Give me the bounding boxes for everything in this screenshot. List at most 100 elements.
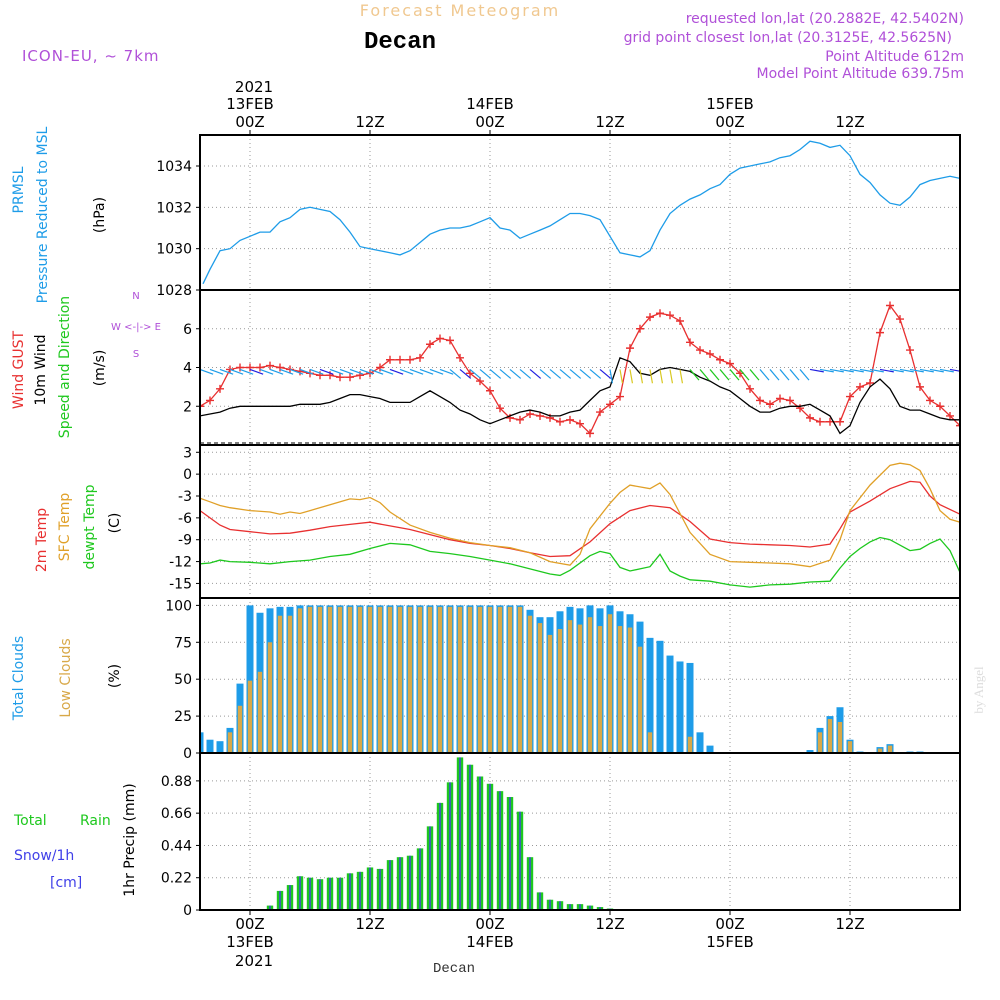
wind-direction-arrow bbox=[899, 368, 914, 373]
total-cloud-bar bbox=[696, 732, 704, 753]
y-tick-label: -15 bbox=[169, 576, 192, 592]
wind-direction-arrow bbox=[619, 369, 624, 384]
gust-marker bbox=[956, 421, 960, 430]
low-cloud-bar bbox=[837, 722, 843, 753]
wind-direction-arrow bbox=[349, 368, 364, 375]
wind-10m-label: 10m Wind bbox=[33, 334, 49, 405]
low-cloud-bar bbox=[447, 606, 453, 753]
low-cloud-bar bbox=[247, 680, 253, 753]
low-cloud-bar bbox=[457, 606, 463, 753]
series-line-10m-wind bbox=[200, 356, 960, 435]
gust-marker bbox=[856, 382, 864, 391]
plot-area: 1028 1030 1032 1034 2 4 6 -15 -12 -9 -6 -3 0 3 0 25 50 75… bbox=[156, 134, 961, 919]
low-cloud-bar bbox=[617, 626, 623, 753]
low-cloud-bar bbox=[547, 634, 553, 753]
gust-marker bbox=[836, 417, 844, 426]
low-cloud-bar bbox=[647, 732, 653, 753]
gust-marker bbox=[696, 346, 704, 355]
low-clouds-label: Low Clouds bbox=[58, 638, 74, 717]
total-cloud-bar bbox=[676, 661, 684, 753]
wind-direction-arrow bbox=[549, 368, 562, 379]
wind-direction-arrow bbox=[279, 368, 294, 375]
gust-marker bbox=[726, 359, 734, 368]
precip-snow-bar bbox=[439, 802, 441, 910]
gust-marker bbox=[886, 301, 894, 310]
gust-marker bbox=[656, 309, 664, 318]
top-hour-label: 12Z bbox=[595, 113, 624, 131]
gust-marker bbox=[636, 324, 644, 333]
precip-snow-bar bbox=[479, 776, 481, 910]
y-tick-label: 2 bbox=[183, 399, 192, 415]
gust-marker bbox=[526, 410, 534, 418]
wind-direction-arrow bbox=[559, 368, 572, 379]
gust-marker bbox=[336, 373, 344, 382]
wind-direction-arrow bbox=[929, 368, 944, 373]
low-cloud-bar bbox=[637, 646, 643, 753]
wind-direction-arrow bbox=[889, 368, 904, 373]
gust-marker bbox=[806, 413, 814, 422]
precip-snow-bar bbox=[289, 885, 291, 910]
top-hour-label: 00Z bbox=[475, 113, 504, 131]
low-cloud-bar bbox=[527, 615, 533, 753]
total-cloud-bar bbox=[656, 640, 664, 753]
low-cloud-bar bbox=[627, 627, 633, 753]
gust-marker bbox=[446, 336, 454, 345]
precip-snow-bar bbox=[419, 848, 421, 910]
bottom-date-label: 14FEB bbox=[466, 933, 513, 951]
precip-snow-bar bbox=[489, 783, 491, 910]
wind-direction-arrow bbox=[529, 368, 542, 379]
gust-marker bbox=[906, 346, 914, 355]
wind-direction-arrow bbox=[449, 368, 462, 379]
wind-unit: (m/s) bbox=[92, 350, 108, 387]
precip-snow-bar bbox=[279, 890, 281, 910]
wind-direction-arrow bbox=[909, 368, 924, 373]
gust-marker bbox=[206, 396, 214, 405]
precip-snow-bar bbox=[339, 877, 341, 910]
wind-direction-arrow bbox=[249, 368, 264, 375]
wind-direction-arrow bbox=[609, 369, 614, 384]
y-tick-label: 0 bbox=[183, 903, 192, 919]
total-clouds-label: Total Clouds bbox=[11, 636, 27, 721]
total-cloud-bar bbox=[200, 732, 204, 753]
wind-direction-arrow bbox=[409, 368, 424, 375]
gust-marker bbox=[396, 355, 404, 364]
forecast-title: Forecast Meteogram bbox=[360, 1, 560, 20]
low-cloud-bar bbox=[397, 606, 403, 753]
gust-marker bbox=[596, 408, 604, 417]
compass-s: S bbox=[133, 349, 139, 360]
total-cloud-bar bbox=[706, 745, 714, 753]
temperature-panel bbox=[200, 445, 960, 598]
low-cloud-bar bbox=[377, 606, 383, 753]
location-title: Decan bbox=[364, 29, 436, 56]
wind-direction-arrow bbox=[949, 368, 960, 372]
low-cloud-bar bbox=[687, 736, 693, 753]
gust-marker bbox=[926, 396, 934, 405]
wind-direction-arrow bbox=[379, 368, 394, 375]
wind-direction-arrow bbox=[539, 368, 552, 379]
precip-snow-bar bbox=[559, 901, 561, 910]
temp-2m-label: 2m Temp bbox=[34, 508, 50, 572]
y-tick-label: 1032 bbox=[156, 200, 192, 216]
precip-snow-bar bbox=[399, 857, 401, 910]
wind-direction-arrow bbox=[309, 368, 324, 375]
y-tick-label: 25 bbox=[174, 709, 192, 725]
wind-direction-arrow bbox=[719, 369, 730, 381]
wind-direction-arrow bbox=[639, 369, 644, 384]
gust-marker bbox=[676, 317, 684, 325]
low-cloud-bar bbox=[327, 606, 333, 753]
precip-snow-bar bbox=[449, 782, 451, 910]
top-hour-label: 00Z bbox=[235, 113, 264, 131]
pressure-frame bbox=[199, 134, 961, 291]
top-hour-label: 12Z bbox=[835, 113, 864, 131]
gust-marker bbox=[706, 349, 714, 358]
wind-direction-arrow bbox=[779, 369, 790, 381]
precip-snow-bar bbox=[349, 873, 351, 910]
wind-direction-arrow bbox=[499, 368, 512, 379]
gust-marker bbox=[916, 382, 924, 391]
series-line-sfc-temp bbox=[200, 462, 960, 568]
gust-marker bbox=[896, 315, 904, 324]
gust-marker bbox=[716, 355, 724, 364]
low-cloud-bar bbox=[387, 606, 393, 753]
wind-direction-arrow bbox=[429, 368, 444, 375]
wind-direction-arrow bbox=[809, 368, 824, 373]
